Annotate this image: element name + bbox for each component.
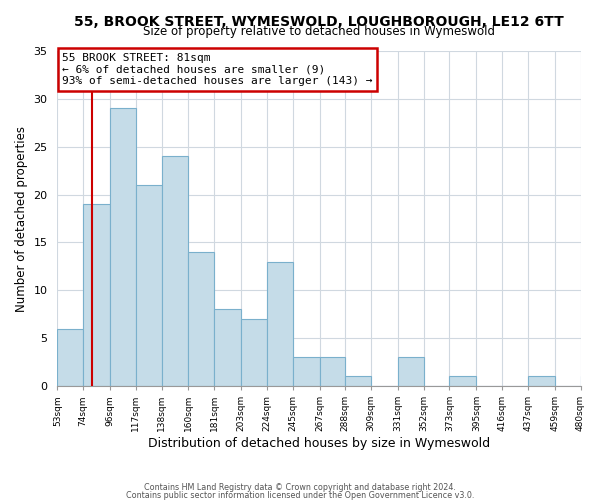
Bar: [214, 310, 241, 386]
Bar: [161, 156, 188, 386]
Bar: [293, 358, 320, 386]
Bar: [58, 328, 83, 386]
Bar: [320, 358, 345, 386]
Bar: [241, 319, 267, 386]
Bar: [528, 376, 555, 386]
Bar: [398, 358, 424, 386]
Bar: [188, 252, 214, 386]
Bar: [267, 262, 293, 386]
Text: Size of property relative to detached houses in Wymeswold: Size of property relative to detached ho…: [143, 24, 495, 38]
Text: Contains public sector information licensed under the Open Government Licence v3: Contains public sector information licen…: [126, 490, 474, 500]
Bar: [449, 376, 476, 386]
Y-axis label: Number of detached properties: Number of detached properties: [15, 126, 28, 312]
Text: 55 BROOK STREET: 81sqm
← 6% of detached houses are smaller (9)
93% of semi-detac: 55 BROOK STREET: 81sqm ← 6% of detached …: [62, 53, 373, 86]
Bar: [581, 376, 600, 386]
Text: Contains HM Land Registry data © Crown copyright and database right 2024.: Contains HM Land Registry data © Crown c…: [144, 484, 456, 492]
Bar: [136, 185, 161, 386]
Bar: [83, 204, 110, 386]
Title: 55, BROOK STREET, WYMESWOLD, LOUGHBOROUGH, LE12 6TT: 55, BROOK STREET, WYMESWOLD, LOUGHBOROUG…: [74, 15, 564, 29]
X-axis label: Distribution of detached houses by size in Wymeswold: Distribution of detached houses by size …: [148, 437, 490, 450]
Bar: [110, 108, 136, 386]
Bar: [345, 376, 371, 386]
